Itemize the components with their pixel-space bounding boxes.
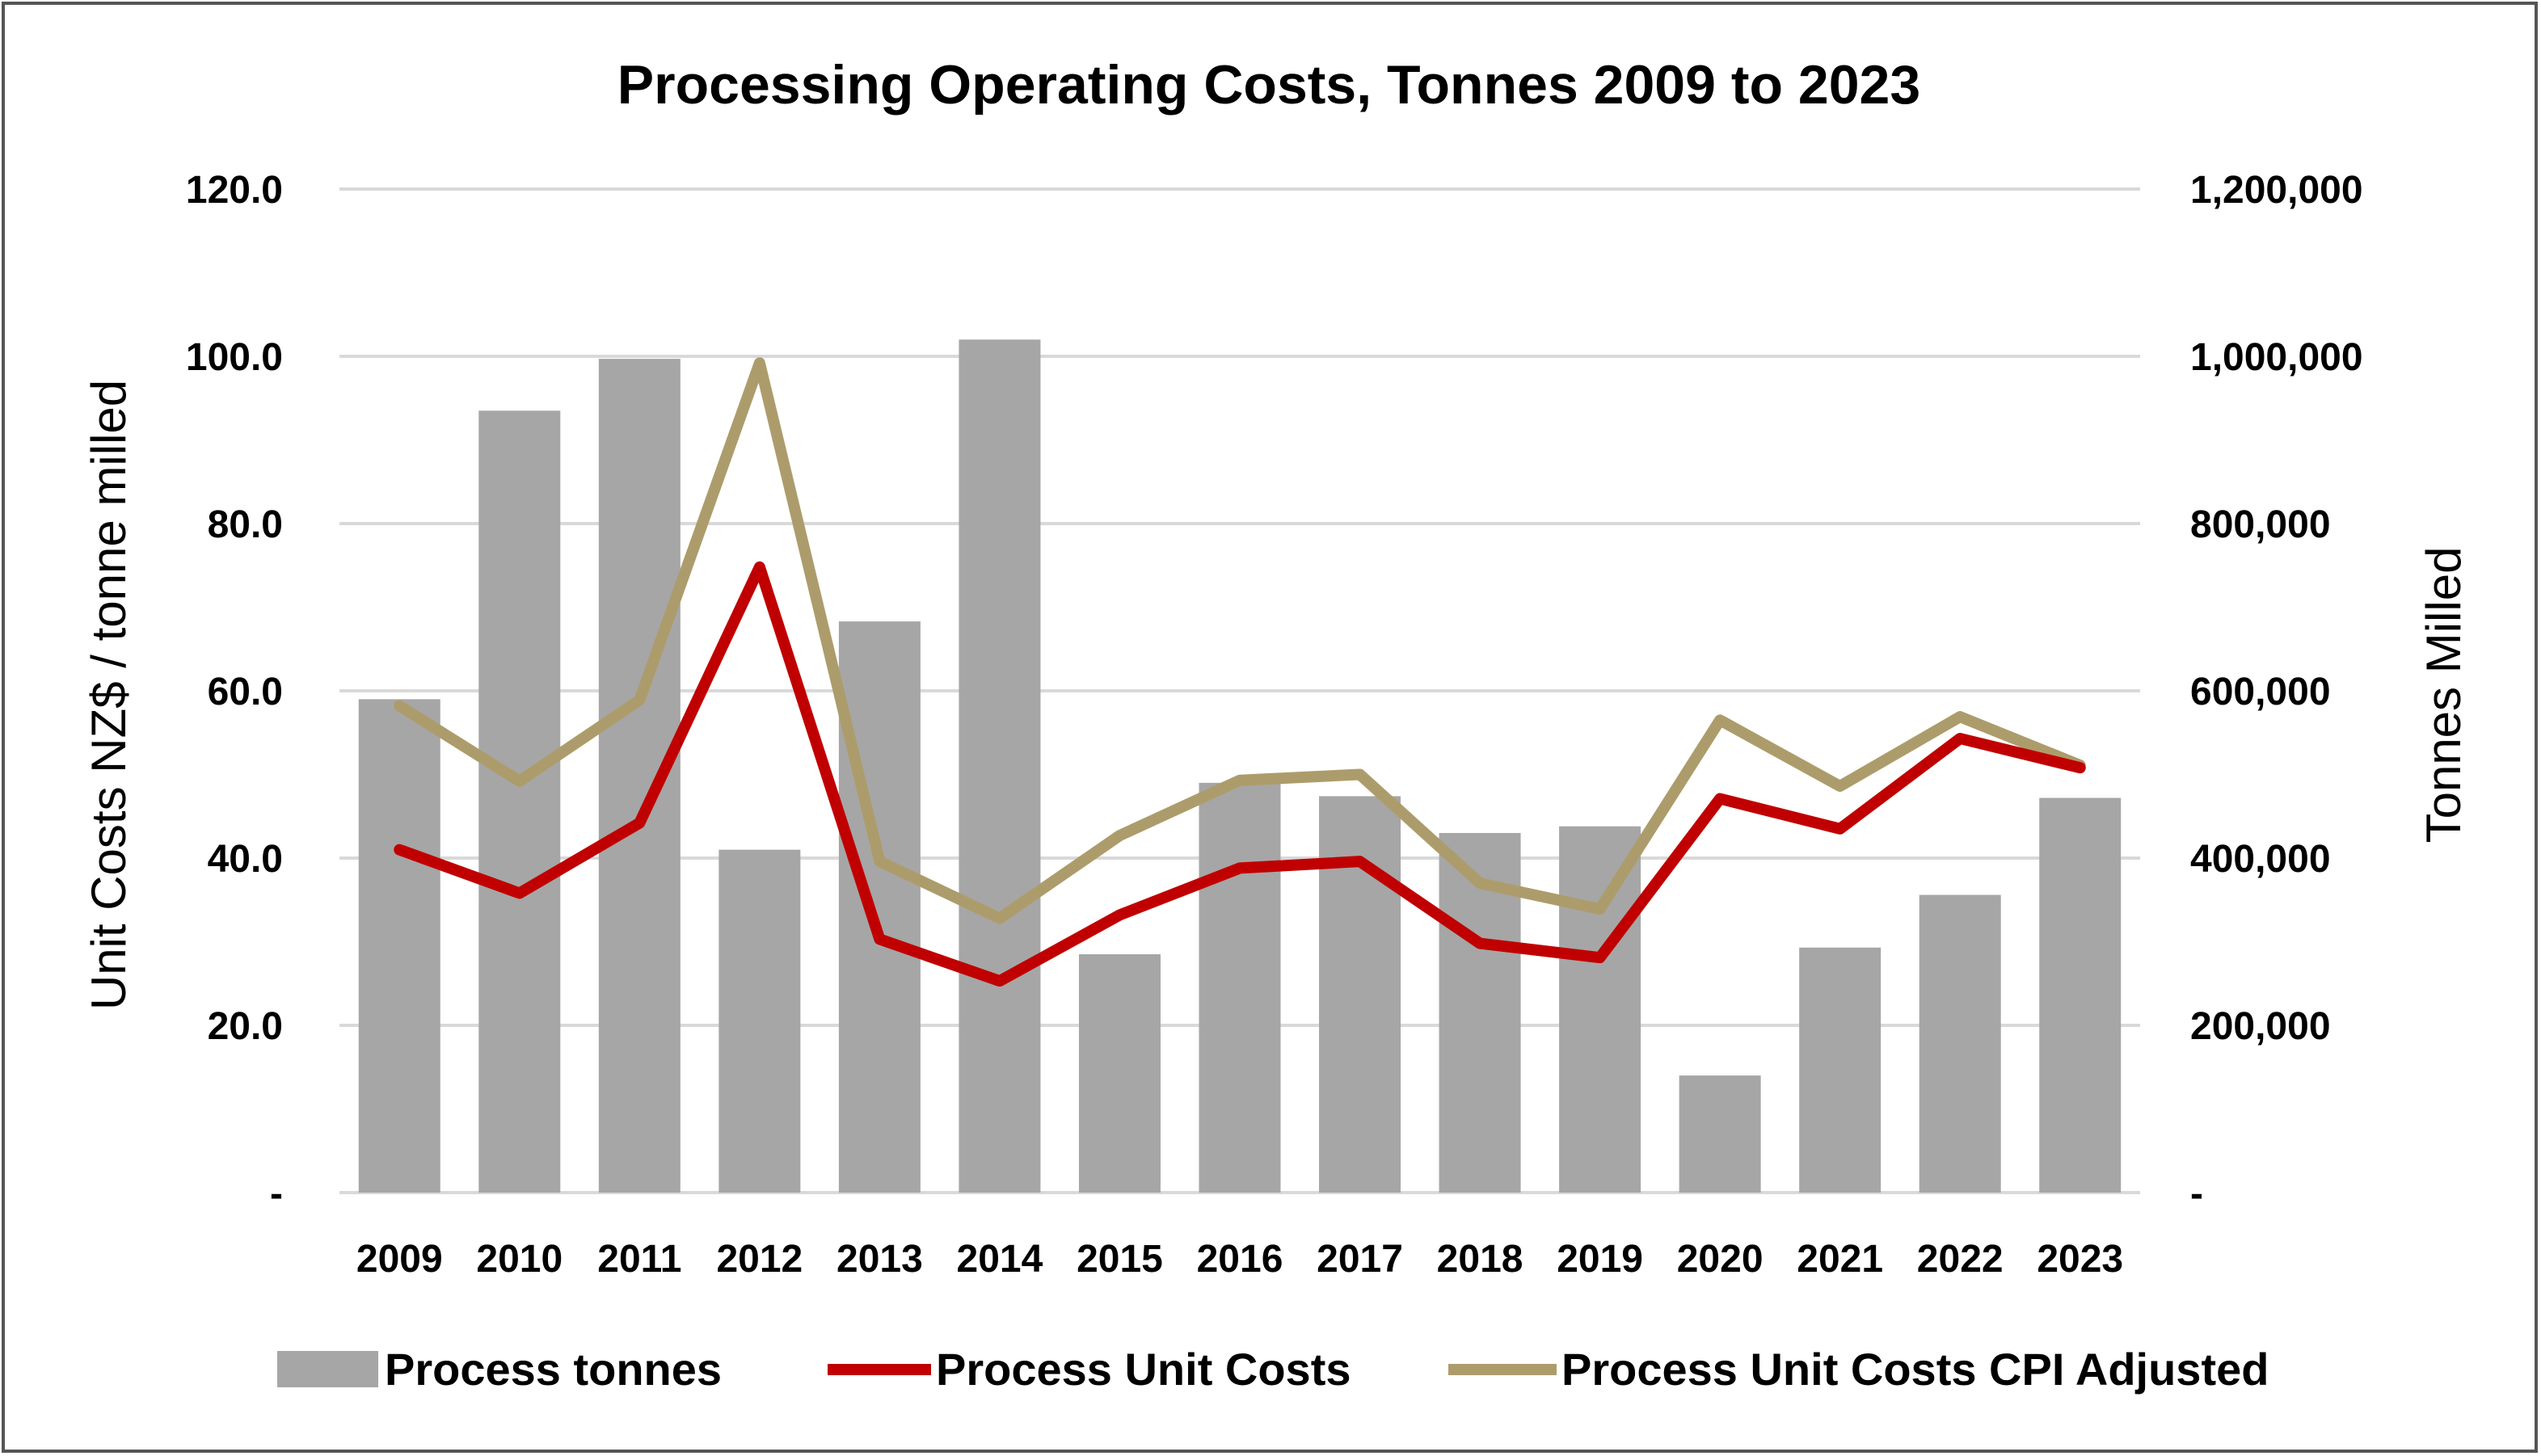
bar-process-tonnes xyxy=(838,621,921,1193)
right-tick-label: 200,000 xyxy=(2190,1005,2331,1048)
legend-label-process-unit-costs-cpi: Process Unit Costs CPI Adjusted xyxy=(1561,1344,2269,1395)
left-axis-ticks: - 20.0 40.0 60.0 80.0 100.0 120.0 xyxy=(186,169,283,1215)
right-axis-ticks: - 200,000 400,000 600,000 800,000 1,000,000 1,… xyxy=(2190,169,2363,1215)
right-tick-label: - xyxy=(2190,1172,2203,1215)
right-tick-label: 1,200,000 xyxy=(2190,169,2363,212)
bar-process-tonnes xyxy=(478,410,561,1193)
left-tick-label: 100.0 xyxy=(186,336,283,379)
x-tick-label: 2019 xyxy=(1557,1238,1643,1281)
x-tick-label: 2011 xyxy=(597,1238,681,1281)
left-tick-label: 60.0 xyxy=(208,671,283,713)
legend-label-process-unit-costs: Process Unit Costs xyxy=(936,1344,1351,1395)
left-tick-label: 80.0 xyxy=(208,503,283,546)
line-series xyxy=(394,357,2086,987)
legend: Process tonnes Process Unit Costs Proces… xyxy=(277,1344,2269,1395)
line-process-unit-costs-cpi-adjusted xyxy=(394,357,2086,924)
legend-label-process-tonnes: Process tonnes xyxy=(385,1344,722,1395)
bar-process-tonnes xyxy=(959,339,1041,1193)
bar-process-tonnes xyxy=(1078,954,1161,1193)
left-tick-label: 20.0 xyxy=(208,1005,283,1048)
chart-title: Processing Operating Costs, Tonnes 2009 … xyxy=(617,54,1920,116)
x-tick-label: 2013 xyxy=(836,1238,923,1281)
x-tick-label: 2010 xyxy=(476,1238,563,1281)
legend-swatch-process-tonnes xyxy=(277,1351,378,1387)
x-tick-label: 2018 xyxy=(1437,1238,1523,1281)
bar-process-tonnes xyxy=(1559,826,1641,1193)
bar-process-tonnes xyxy=(2039,797,2122,1193)
bar-process-tonnes xyxy=(1799,947,1882,1193)
x-tick-label: 2015 xyxy=(1077,1238,1163,1281)
line-process-unit-costs xyxy=(394,561,2086,987)
left-tick-label: 120.0 xyxy=(186,169,283,212)
bar-series xyxy=(358,339,2122,1193)
x-tick-label: 2014 xyxy=(957,1238,1043,1281)
bar-process-tonnes xyxy=(1679,1075,1761,1193)
x-tick-label: 2009 xyxy=(356,1238,443,1281)
bar-process-tonnes xyxy=(718,849,801,1193)
right-tick-label: 400,000 xyxy=(2190,838,2331,881)
x-tick-label: 2017 xyxy=(1317,1238,1403,1281)
bar-process-tonnes xyxy=(1319,796,1401,1193)
x-tick-label: 2022 xyxy=(1917,1238,2004,1281)
x-axis-ticks: 2009 2010 2011 2012 2013 2014 2015 2016 2017 2018… xyxy=(356,1238,2123,1281)
left-axis-title: Unit Costs NZ$ / tonne milled xyxy=(82,380,136,1010)
right-tick-label: 800,000 xyxy=(2190,503,2331,546)
x-tick-label: 2021 xyxy=(1797,1238,1883,1281)
right-tick-label: 600,000 xyxy=(2190,671,2331,713)
right-axis-title: Tonnes Milled xyxy=(2417,547,2471,844)
right-tick-label: 1,000,000 xyxy=(2190,336,2363,379)
x-tick-label: 2012 xyxy=(716,1238,803,1281)
bar-process-tonnes xyxy=(598,359,681,1193)
x-tick-label: 2016 xyxy=(1197,1238,1283,1281)
bar-process-tonnes xyxy=(1199,782,1281,1193)
bar-process-tonnes xyxy=(1919,894,2001,1193)
x-tick-label: 2023 xyxy=(2037,1238,2123,1281)
left-tick-label: 40.0 xyxy=(208,838,283,881)
bar-process-tonnes xyxy=(358,699,440,1193)
left-tick-label: - xyxy=(270,1172,283,1215)
x-tick-label: 2020 xyxy=(1677,1238,1764,1281)
